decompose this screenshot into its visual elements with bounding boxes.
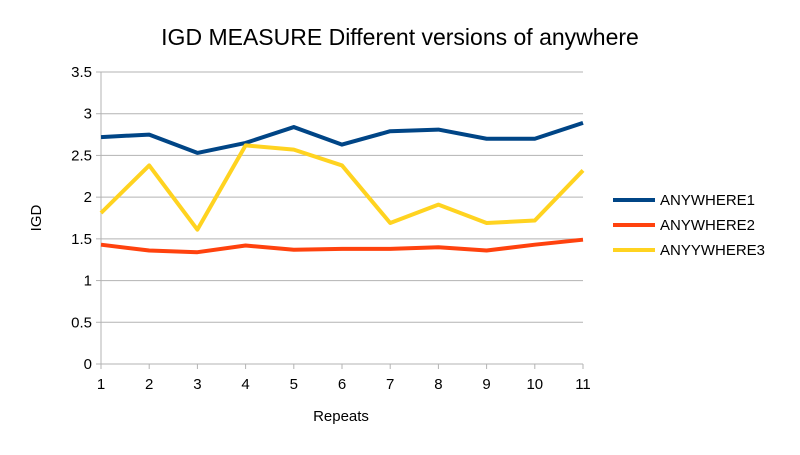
x-tick-label: 1	[97, 376, 105, 393]
y-tick-label: 2	[84, 189, 92, 206]
legend-label: ANYWHERE2	[660, 217, 755, 234]
x-axis-title: Repeats	[313, 408, 369, 425]
series-line-anywhere1	[100, 120, 584, 155]
legend: ANYWHERE1 ANYWHERE2 ANYYWHERE3	[613, 192, 765, 259]
x-tick-label: 10	[526, 376, 543, 393]
x-tick-label: 7	[386, 376, 394, 393]
x-tick-label: 5	[290, 376, 298, 393]
legend-label: ANYYWHERE3	[660, 242, 765, 259]
y-axis-title: IGD	[28, 205, 45, 232]
y-tick-label: 0	[84, 356, 92, 373]
y-tick-label: 1.5	[71, 231, 92, 248]
x-tick-label: 11	[575, 376, 591, 393]
x-tick-label: 2	[145, 376, 153, 393]
series-line-anyywhere3	[99, 143, 585, 232]
y-tick-label: 2.5	[71, 147, 92, 164]
series-line-anywhere2	[100, 237, 584, 255]
legend-label: ANYWHERE1	[660, 192, 755, 209]
series-lines	[99, 120, 585, 255]
y-tick-label: 0.5	[71, 314, 92, 331]
y-tick-label: 3	[84, 106, 92, 123]
x-tick-label: 8	[434, 376, 442, 393]
tick-labels: 0 0.5 1 1.5 2 2.5 3 3.5 1 2 3 4 5 6 7 8 9 10 11	[71, 64, 591, 393]
x-tick-label: 9	[482, 376, 490, 393]
y-tick-label: 1	[84, 273, 92, 290]
x-tick-label: 4	[241, 376, 249, 393]
axes	[96, 71, 584, 369]
x-tick-label: 3	[193, 376, 201, 393]
x-tick-label: 6	[338, 376, 346, 393]
chart-title: IGD MEASURE Different versions of anywhe…	[161, 24, 639, 50]
y-tick-label: 3.5	[71, 64, 92, 81]
gridlines	[101, 71, 583, 365]
